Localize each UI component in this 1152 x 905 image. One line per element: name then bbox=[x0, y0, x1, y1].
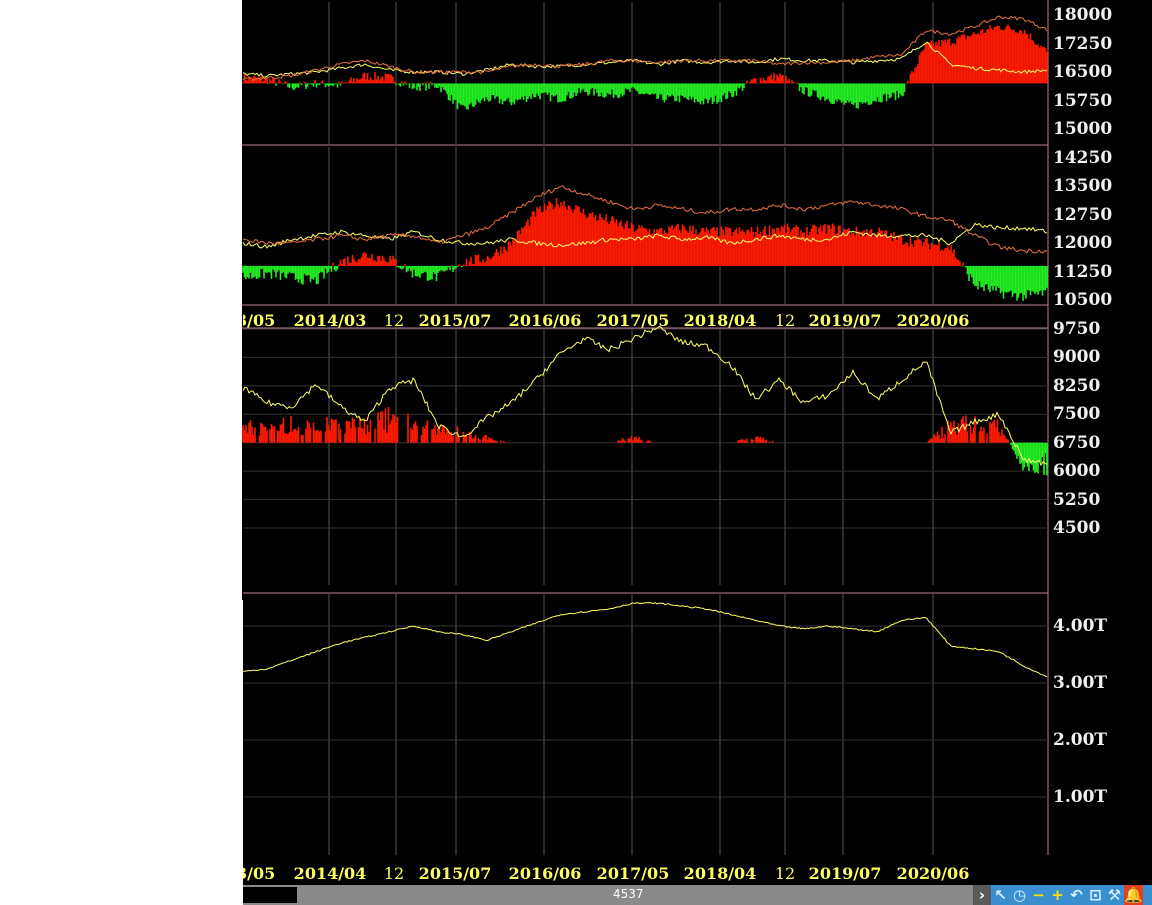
y-tick-label: 17250 bbox=[1053, 33, 1113, 54]
y-tick-label: 12750 bbox=[1053, 204, 1113, 225]
y-tick-label: 18000 bbox=[1053, 5, 1113, 25]
y-tick-label: 9000 bbox=[1053, 347, 1101, 368]
scroll-thumb[interactable] bbox=[243, 887, 297, 903]
clock-icon[interactable]: ◷ bbox=[1012, 886, 1027, 904]
chart-background-bottom bbox=[243, 590, 1152, 885]
series-line-secondary bbox=[242, 15, 1048, 82]
y-tick-label: 6000 bbox=[1053, 461, 1101, 482]
y-tick-label: 4.00T bbox=[1053, 616, 1108, 636]
series-line-primary bbox=[242, 325, 1048, 467]
bell-icon[interactable]: 🔔 bbox=[1124, 885, 1143, 905]
bar-count: 4537 bbox=[613, 887, 644, 901]
y-tick-label: 13500 bbox=[1053, 176, 1113, 197]
date-tick-label: 2017/05 bbox=[596, 864, 670, 883]
date-tick-label: 2018/04 bbox=[683, 864, 757, 883]
y-tick-label: 2.00T bbox=[1053, 730, 1108, 750]
date-tick-label: 3/05 bbox=[236, 864, 276, 883]
series-line-primary bbox=[242, 222, 1048, 249]
date-tick-label: 12 bbox=[774, 864, 796, 883]
y-tick-label: 10500 bbox=[1053, 290, 1113, 310]
arrow-up-left-icon[interactable]: ↖ bbox=[994, 886, 1007, 904]
date-tick-label: 2016/06 bbox=[508, 311, 582, 330]
undo-icon[interactable]: ↶ bbox=[1070, 886, 1083, 904]
date-tick-label: 12 bbox=[383, 864, 405, 883]
date-tick-label: 2014/03 bbox=[293, 311, 367, 330]
date-tick-label: 2019/07 bbox=[808, 864, 882, 883]
date-tick-label: 2018/04 bbox=[683, 311, 757, 330]
y-tick-label: 1.00T bbox=[1053, 787, 1108, 807]
date-tick-label: 2019/07 bbox=[808, 311, 882, 330]
date-tick-label: 2014/04 bbox=[293, 864, 367, 883]
y-tick-label: 4500 bbox=[1053, 518, 1101, 538]
date-tick-label: 2020/06 bbox=[896, 311, 970, 330]
series-line-primary bbox=[243, 602, 1048, 678]
series-line-secondary bbox=[242, 185, 1048, 254]
zoom-out-icon[interactable]: − bbox=[1032, 886, 1045, 904]
y-tick-label: 3.00T bbox=[1053, 673, 1108, 693]
zoom-in-icon[interactable]: + bbox=[1051, 886, 1064, 904]
y-tick-label: 8250 bbox=[1053, 375, 1101, 396]
y-tick-label: 16500 bbox=[1053, 62, 1113, 82]
y-tick-label: 9750 bbox=[1053, 319, 1101, 339]
horizontal-scrollbar[interactable]: 4537 bbox=[243, 885, 1152, 905]
chart-toolbar: › ↖ ◷ − + ↶ ⊡ ⚒ 🔔 bbox=[973, 885, 1152, 905]
date-tick-label: 2015/07 bbox=[418, 864, 492, 883]
date-tick-label: 2016/06 bbox=[508, 864, 582, 883]
y-tick-label: 15750 bbox=[1053, 90, 1113, 111]
date-tick-label: 2015/07 bbox=[418, 311, 492, 330]
y-tick-label: 11250 bbox=[1053, 261, 1113, 282]
y-tick-label: 15000 bbox=[1053, 119, 1113, 139]
y-tick-label: 6750 bbox=[1053, 432, 1101, 453]
date-tick-label: 2020/06 bbox=[896, 864, 970, 883]
y-tick-label: 12000 bbox=[1053, 233, 1113, 254]
date-tick-label: 3/05 bbox=[236, 311, 276, 330]
chevron-right-icon[interactable]: › bbox=[973, 885, 991, 905]
wrench-icon[interactable]: ⚒ bbox=[1107, 886, 1122, 904]
y-tick-label: 7500 bbox=[1053, 404, 1101, 425]
fit-screen-icon[interactable]: ⊡ bbox=[1089, 886, 1102, 904]
date-tick-label: 12 bbox=[774, 311, 796, 330]
date-tick-label: 12 bbox=[383, 311, 405, 330]
date-tick-label: 2017/05 bbox=[596, 311, 670, 330]
y-tick-label: 5250 bbox=[1053, 489, 1101, 510]
y-tick-label: 14250 bbox=[1053, 148, 1113, 168]
